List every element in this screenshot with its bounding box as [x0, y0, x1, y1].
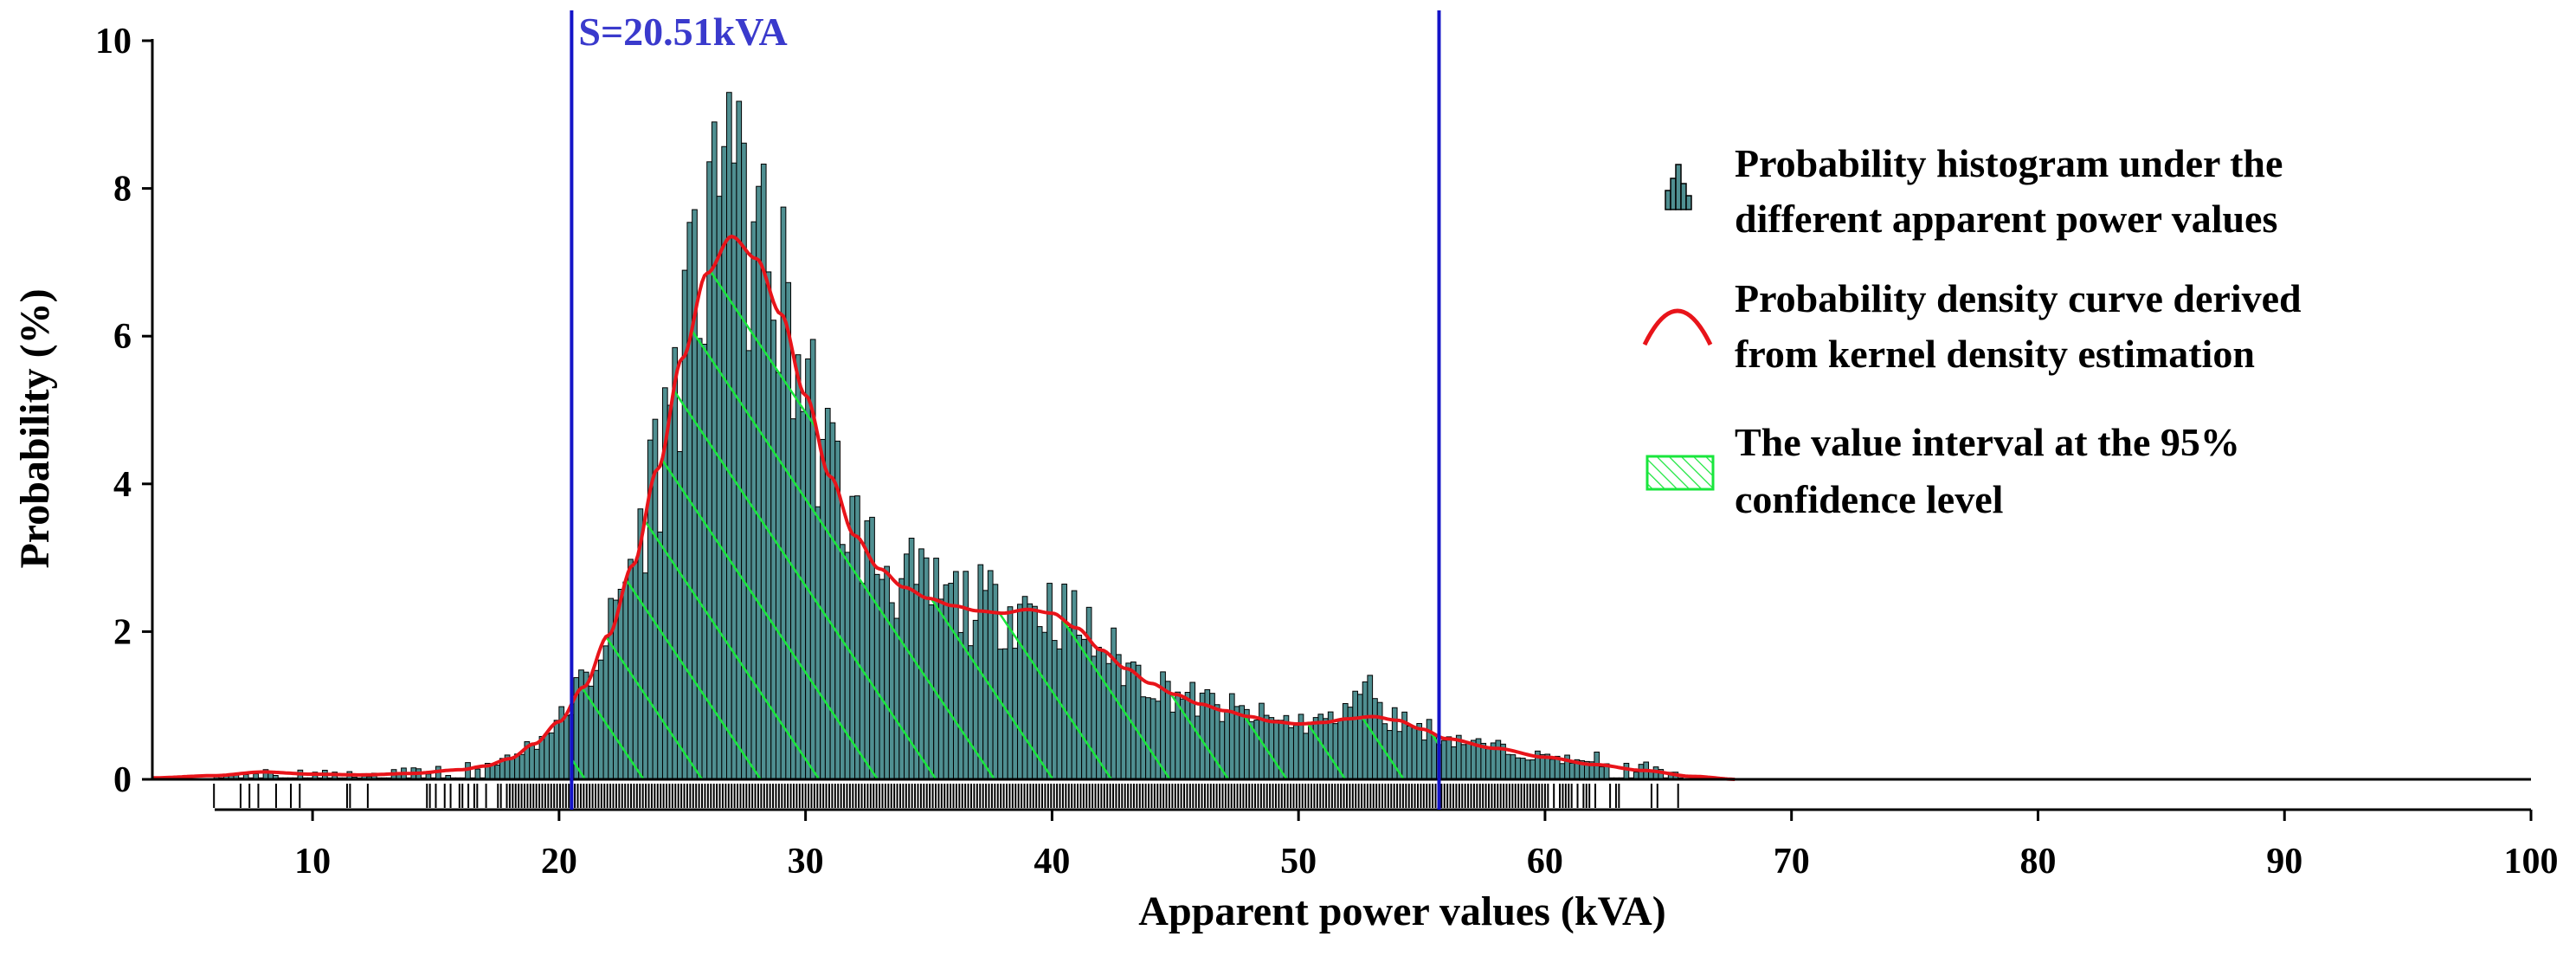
- histogram-bar: [529, 745, 535, 780]
- histogram-bar: [1504, 753, 1511, 780]
- axes: 0 2 4 6 8 10 10 20 30 40 50 60 70 80 90 100: [95, 22, 2559, 882]
- histogram-bar: [1530, 759, 1536, 780]
- curve-icon: [1642, 308, 1713, 346]
- histogram-bar: [1515, 757, 1521, 780]
- x-tick-label: 80: [2019, 842, 2056, 882]
- histogram-bar: [1568, 762, 1575, 780]
- x-tick-label: 90: [2266, 842, 2302, 882]
- legend-label-histogram-line2: different apparent power values: [1735, 197, 2277, 241]
- histogram-bar: [553, 720, 560, 780]
- density-curve: [152, 234, 1736, 781]
- vertical-line-label: S=20.51kVA: [578, 10, 787, 54]
- histogram-bar: [474, 768, 481, 780]
- y-tick-label: 8: [113, 170, 132, 210]
- x-tick-label: 50: [1280, 842, 1317, 882]
- x-tick-label: 40: [1034, 842, 1070, 882]
- legend-label-confidence-line1: The value interval at the 95%: [1735, 420, 2240, 464]
- histogram-bar: [1559, 763, 1566, 780]
- y-tick-label: 0: [113, 760, 132, 800]
- hatch-icon: [1645, 455, 1715, 491]
- y-tick-label: 4: [113, 465, 132, 505]
- histogram-bar: [1451, 746, 1457, 780]
- histogram-bar: [1549, 759, 1555, 780]
- histogram-bar: [1495, 740, 1502, 780]
- x-axis-title: Apparent power values (kVA): [1138, 888, 1665, 934]
- rug-ticks: [213, 784, 1679, 808]
- histogram-bar: [518, 753, 525, 780]
- histogram-bar: [548, 732, 555, 780]
- histogram-bar: [544, 733, 550, 780]
- histogram-bar: [1524, 759, 1531, 780]
- histogram-bar: [533, 748, 540, 780]
- x-tick-label: 10: [294, 842, 331, 882]
- histogram-bar: [1519, 758, 1526, 780]
- x-tick-label: 20: [541, 842, 577, 882]
- legend-item-density: Probability density curve derived from k…: [1642, 276, 2302, 376]
- legend-label-confidence-line2: confidence level: [1735, 477, 2003, 521]
- histogram-bar: [1510, 754, 1517, 780]
- histogram-bar: [1440, 740, 1447, 780]
- x-tick-label: 100: [2504, 842, 2559, 882]
- y-tick-label: 6: [113, 317, 132, 357]
- histogram-bar: [1465, 742, 1472, 780]
- x-tick-label: 60: [1527, 842, 1563, 882]
- confidence-interval-hatch: [571, 236, 1439, 780]
- histogram-bar: [1460, 744, 1467, 780]
- legend-label-density-line2: from kernel density estimation: [1735, 332, 2255, 376]
- legend: Probability histogram under the differen…: [1642, 141, 2302, 521]
- x-tick-label: 70: [1774, 842, 1810, 882]
- histogram-bar: [494, 765, 501, 780]
- x-tick-label: 30: [788, 842, 824, 882]
- vertical-lines: S=20.51kVA: [570, 10, 1441, 810]
- legend-label-density-line1: Probability density curve derived: [1735, 276, 2302, 320]
- histogram-bar: [509, 757, 516, 780]
- y-tick-label: 10: [95, 22, 132, 61]
- legend-item-confidence: The value interval at the 95% confidence…: [1645, 420, 2240, 521]
- histogram-bar: [1599, 766, 1605, 780]
- legend-item-histogram: Probability histogram under the differen…: [1665, 141, 2283, 241]
- histogram-bar: [1485, 748, 1491, 780]
- legend-label-histogram-line1: Probability histogram under the: [1735, 141, 2283, 185]
- histogram-bar: [1446, 736, 1452, 780]
- histogram-icon: [1665, 164, 1692, 210]
- histogram-bar: [1623, 762, 1630, 780]
- histogram-bar: [564, 715, 570, 780]
- y-axis-title: Probability (%): [12, 288, 58, 568]
- y-tick-label: 2: [113, 612, 132, 652]
